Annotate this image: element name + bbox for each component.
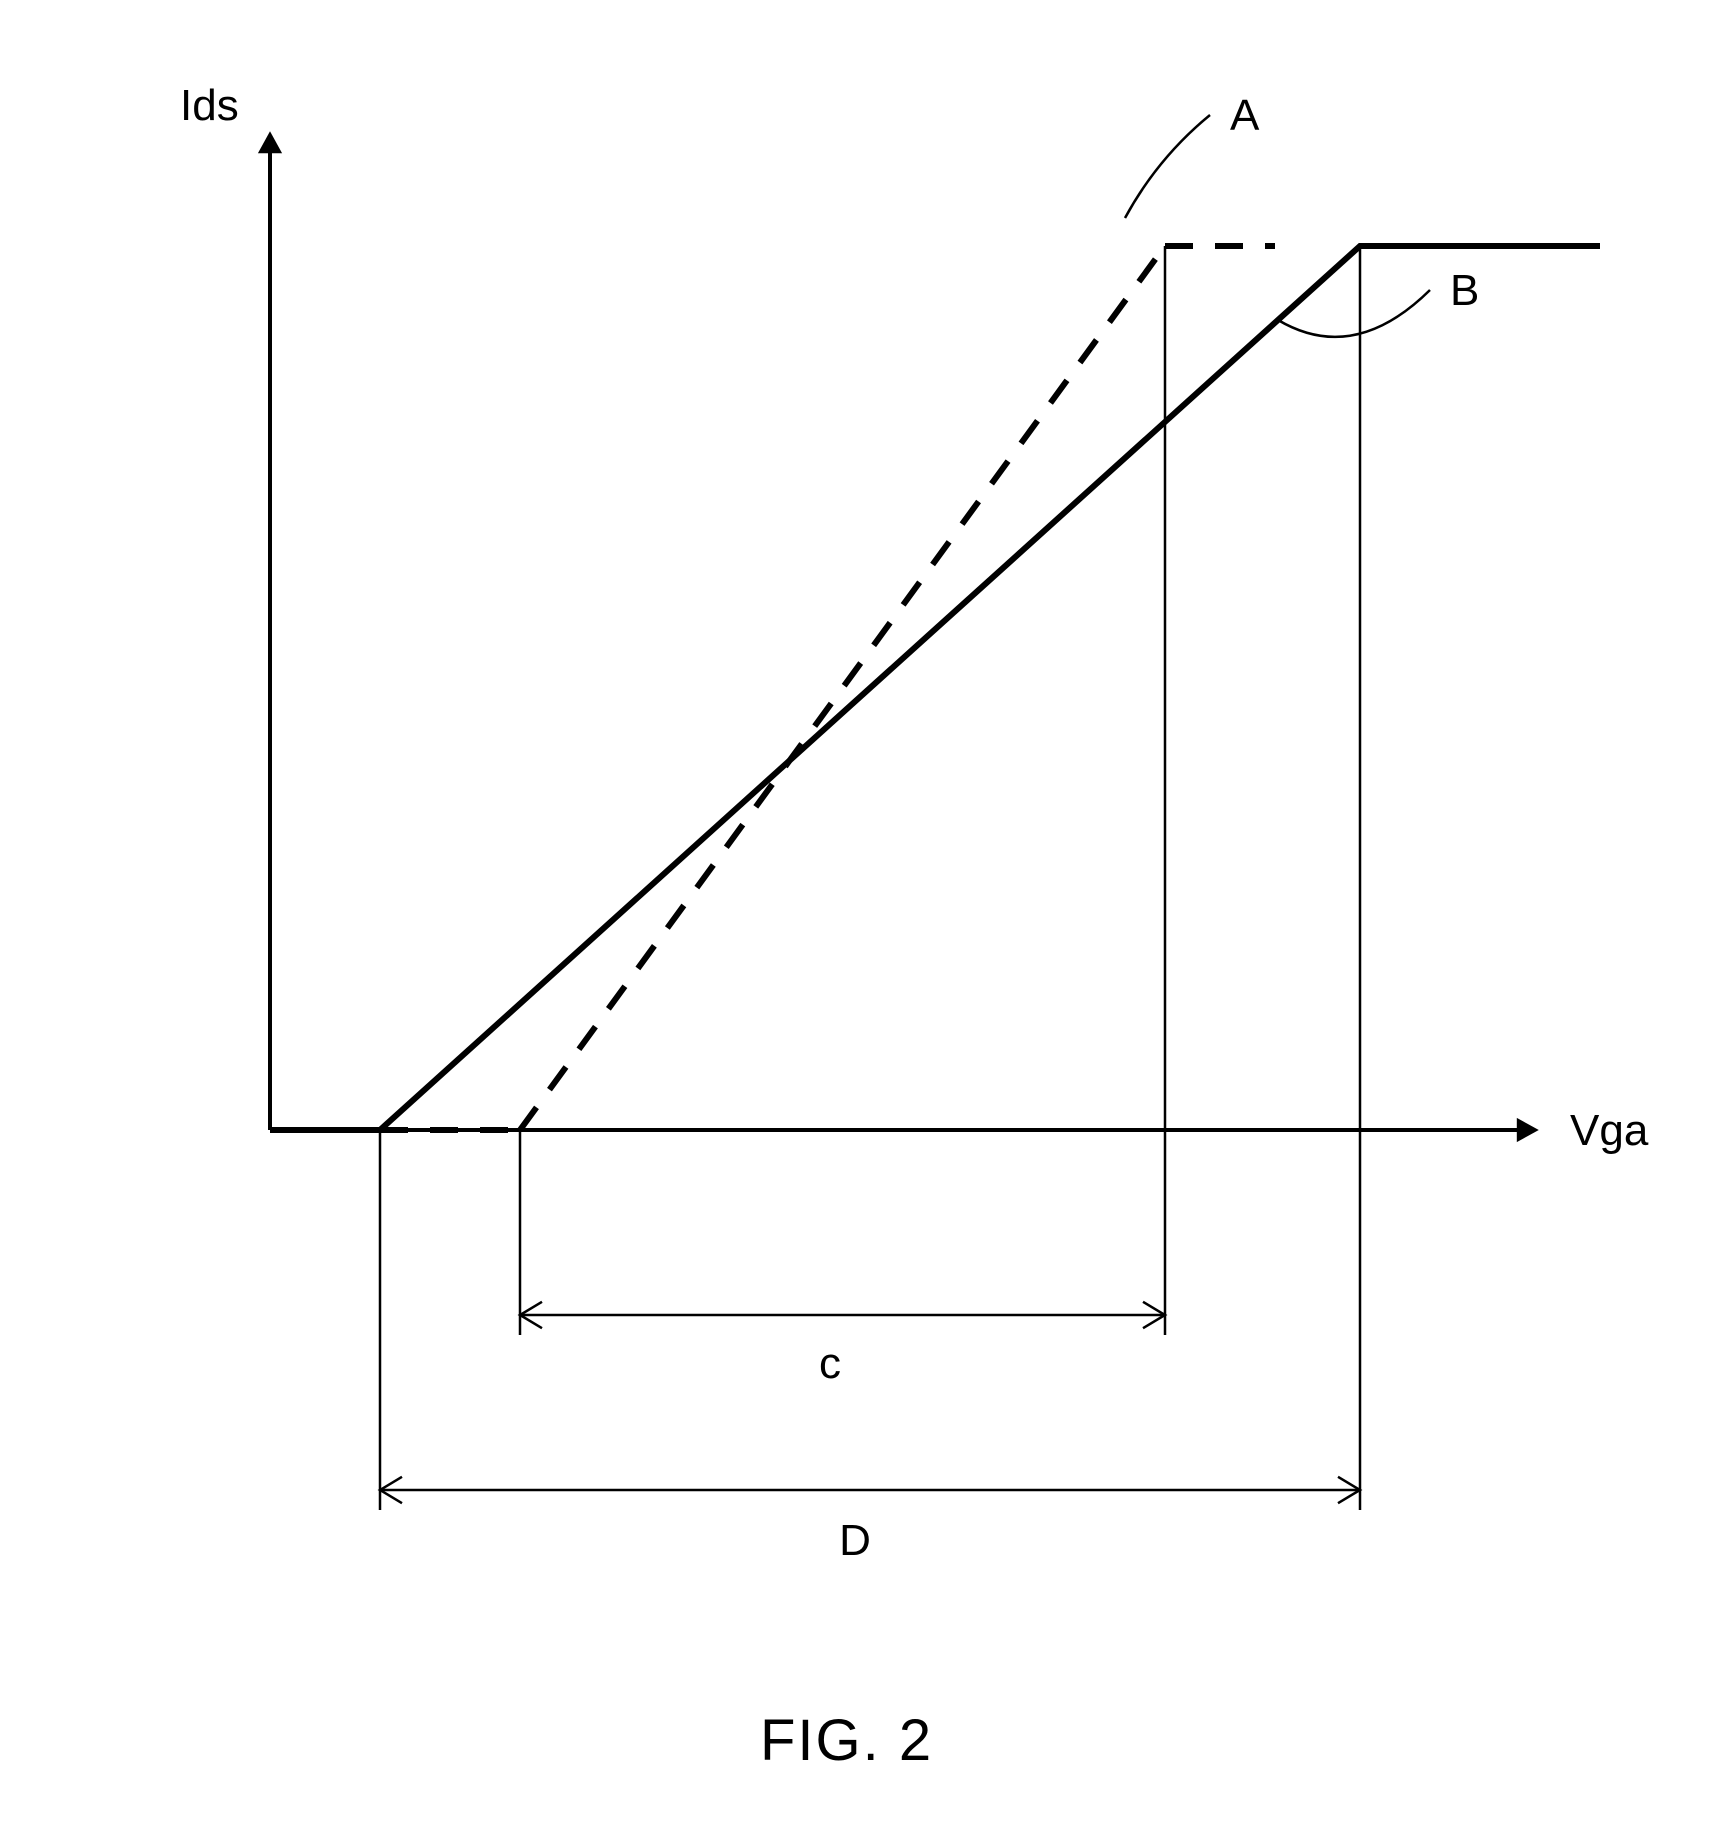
label-b: B (1450, 266, 1479, 315)
x-axis-label: Vga (1570, 1106, 1649, 1155)
figure-caption: FIG. 2 (760, 1708, 933, 1773)
leader-a (1125, 115, 1210, 218)
dim-label-c: c (819, 1339, 841, 1388)
y-axis-arrow (258, 131, 282, 153)
curve-a-ramp (520, 246, 1165, 1130)
curve-b (270, 246, 1600, 1130)
dim-label-d: D (839, 1516, 871, 1565)
label-a: A (1230, 91, 1260, 140)
x-axis-arrow (1517, 1118, 1539, 1142)
y-axis-label: Ids (180, 81, 239, 130)
